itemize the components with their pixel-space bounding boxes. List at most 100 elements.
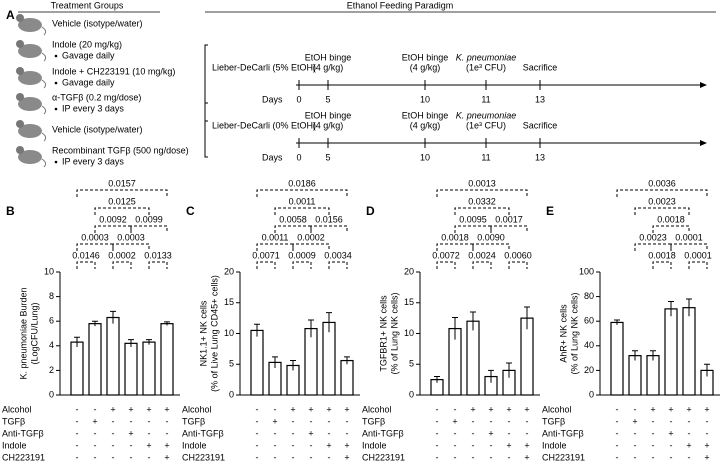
comparison-bracket <box>112 243 150 251</box>
error-bar <box>686 298 692 317</box>
diet-label: Lieber-DeCarli (5% EtOH) <box>212 62 316 72</box>
condition-label: Alcohol <box>362 404 392 414</box>
p-value: 0.0003 <box>81 232 109 242</box>
condition-sign: - <box>634 440 637 450</box>
condition-sign: + <box>524 404 529 414</box>
condition-sign: + <box>326 440 331 450</box>
condition-label: Indole <box>182 440 207 450</box>
y-axis-label: (% of Lung NK cells) <box>569 292 579 374</box>
condition-sign: - <box>166 428 169 438</box>
y-tick-label: 0 <box>409 389 414 399</box>
group-label: Vehicle (isotype/water) <box>52 124 143 134</box>
p-value: 0.0071 <box>252 250 280 260</box>
comparison-bracket <box>256 189 348 197</box>
condition-sign: - <box>256 440 259 450</box>
condition-sign: + <box>488 428 493 438</box>
y-tick-label: 0 <box>49 389 54 399</box>
p-value: 0.0186 <box>288 178 316 188</box>
condition-sign: - <box>616 404 619 414</box>
condition-sign: - <box>706 416 709 426</box>
panel-letter: A <box>6 8 15 22</box>
y-tick-label: 2 <box>49 365 54 375</box>
comparison-bracket <box>256 261 276 269</box>
day-label: 10 <box>420 94 430 104</box>
condition-sign: - <box>472 428 475 438</box>
condition-sign: - <box>454 440 457 450</box>
mouse-icon <box>16 146 24 154</box>
group-note: Gavage daily <box>62 77 115 87</box>
condition-sign: - <box>670 452 673 462</box>
event-label: (1e³ CFU) <box>466 120 506 130</box>
condition-sign: - <box>292 452 295 462</box>
day-label: 11 <box>481 94 490 104</box>
comparison-bracket <box>670 243 708 251</box>
event-label: EtOH binge <box>305 110 352 120</box>
condition-label: Indole <box>362 440 387 450</box>
error-bar <box>344 356 350 365</box>
day-label: 11 <box>481 152 490 162</box>
y-tick-label: 5 <box>409 359 414 369</box>
error-bar <box>488 369 494 383</box>
panel-letter: D <box>366 204 375 218</box>
bullet <box>54 81 58 85</box>
condition-sign: - <box>256 416 259 426</box>
bar <box>304 327 318 396</box>
comparison-bracket <box>688 261 708 269</box>
bar <box>106 316 120 396</box>
p-value: 0.0017 <box>495 214 523 224</box>
p-value: 0.0018 <box>648 250 676 260</box>
condition-label: TGFβ <box>542 416 565 426</box>
condition-sign: + <box>164 440 169 450</box>
diet-label: Lieber-DeCarli (0% EtOH) <box>212 120 316 130</box>
p-value: 0.0090 <box>477 232 505 242</box>
condition-sign: - <box>310 452 313 462</box>
mouse-icon <box>41 52 47 62</box>
bullet <box>54 54 58 58</box>
bar <box>646 355 660 396</box>
bar <box>322 321 336 396</box>
p-value: 0.0003 <box>117 232 145 242</box>
error-bar <box>506 362 512 378</box>
error-bar <box>164 321 170 326</box>
y-tick-label: 4 <box>49 340 54 350</box>
condition-sign: - <box>328 416 331 426</box>
condition-sign: + <box>470 404 475 414</box>
error-bar <box>632 350 638 361</box>
condition-sign: - <box>634 428 637 438</box>
condition-sign: + <box>704 452 709 462</box>
p-value: 0.0002 <box>108 250 136 260</box>
condition-sign: + <box>668 428 673 438</box>
condition-sign: - <box>274 440 277 450</box>
error-bar <box>128 339 134 348</box>
mouse-icon <box>16 93 24 101</box>
condition-sign: - <box>310 440 313 450</box>
y-tick-label: 8 <box>49 291 54 301</box>
condition-sign: + <box>452 416 457 426</box>
condition-sign: + <box>506 404 511 414</box>
comparison-bracket <box>274 225 312 233</box>
condition-sign: + <box>146 404 151 414</box>
error-bar <box>452 317 458 340</box>
y-tick-label: 15 <box>404 297 414 307</box>
condition-label: Indole <box>542 440 567 450</box>
condition-sign: - <box>256 428 259 438</box>
condition-sign: + <box>326 404 331 414</box>
group-label: α-TGFβ (0.2 mg/dose) <box>52 92 141 102</box>
condition-sign: + <box>488 404 493 414</box>
bar <box>466 320 480 396</box>
condition-sign: + <box>92 416 97 426</box>
condition-sign: + <box>308 404 313 414</box>
error-bar <box>434 376 440 383</box>
condition-sign: + <box>344 452 349 462</box>
condition-sign: - <box>328 452 331 462</box>
mouse-icon <box>41 105 47 115</box>
condition-sign: - <box>94 452 97 462</box>
condition-sign: + <box>524 452 529 462</box>
condition-sign: - <box>94 440 97 450</box>
condition-sign: + <box>704 440 709 450</box>
event-label: Sacrifice <box>523 62 558 72</box>
comparison-bracket <box>292 243 330 251</box>
arrow <box>700 140 707 146</box>
condition-sign: + <box>704 404 709 414</box>
p-value: 0.0018 <box>657 214 685 224</box>
